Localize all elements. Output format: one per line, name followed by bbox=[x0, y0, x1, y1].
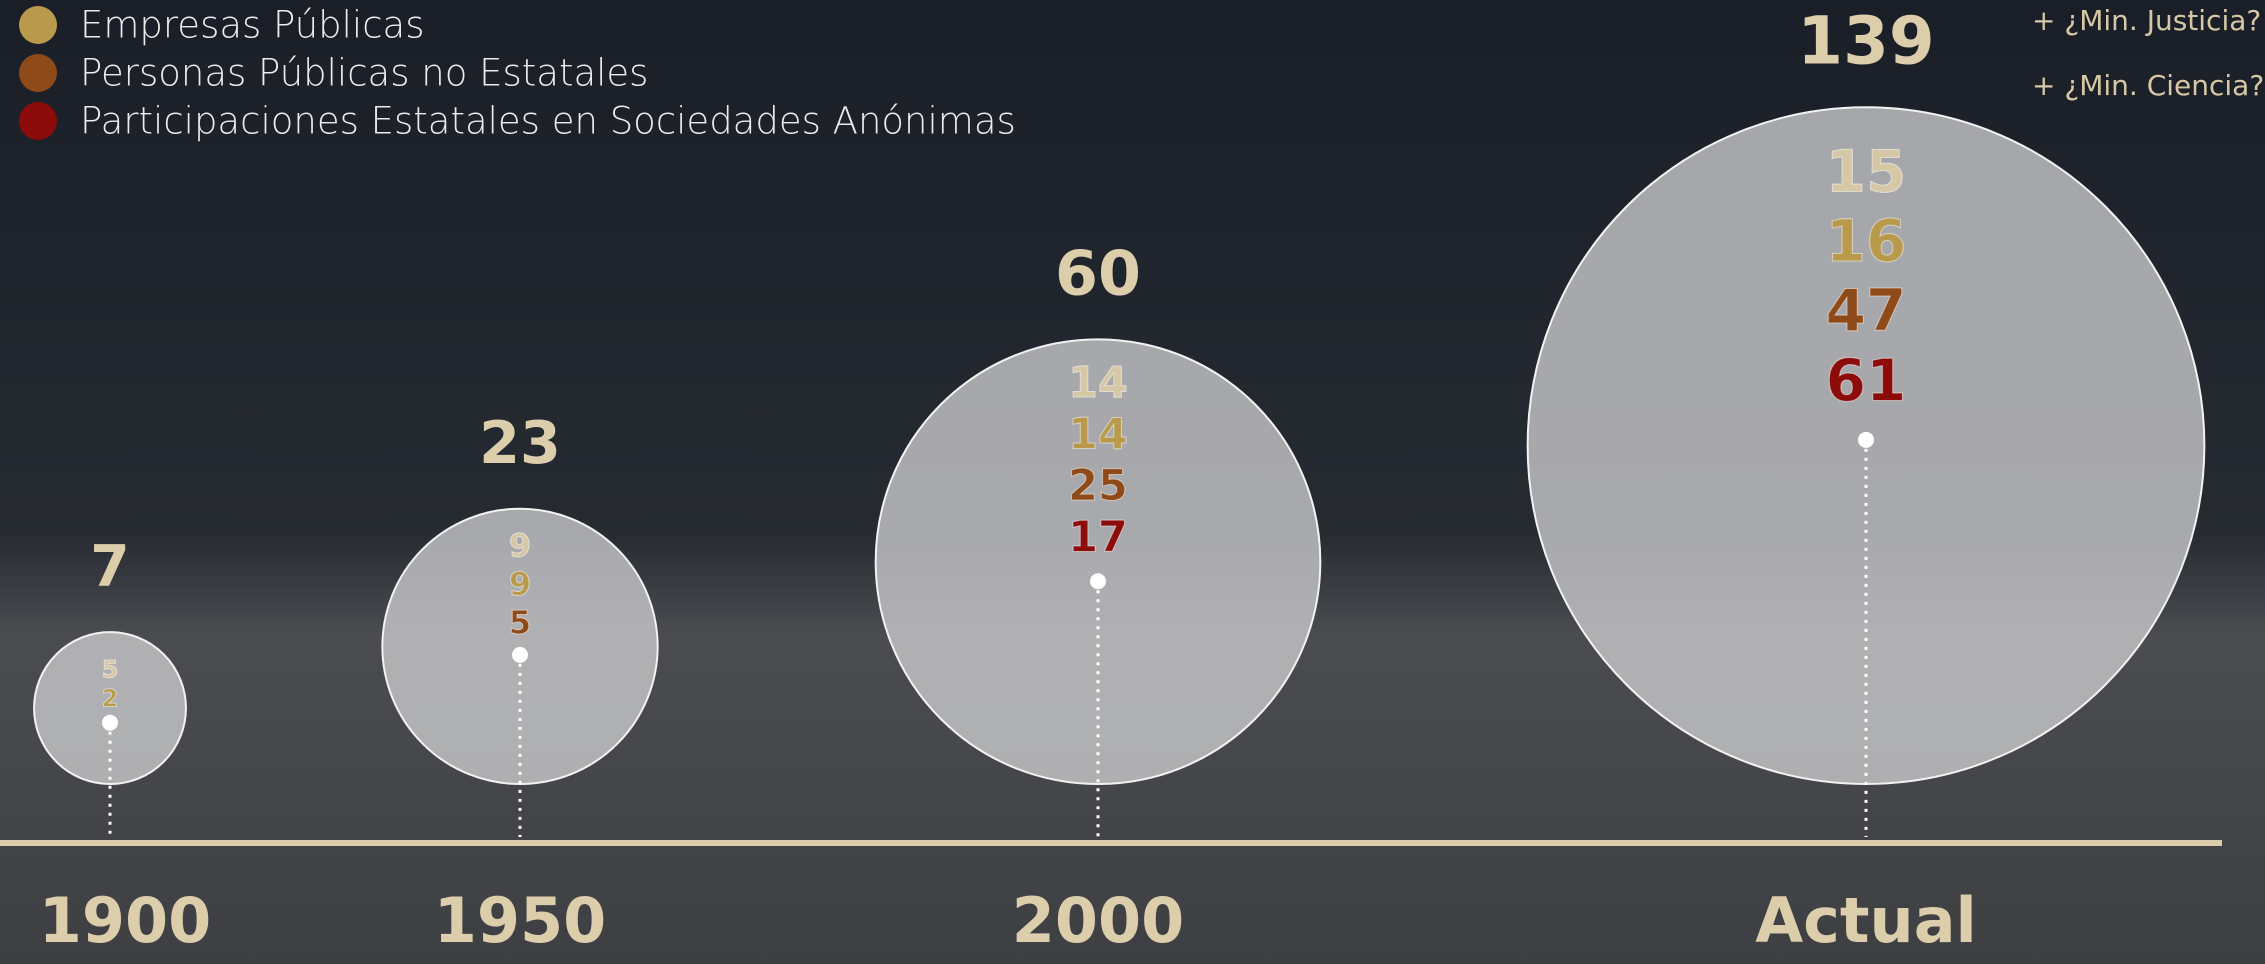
bubble-value: 9 bbox=[509, 527, 531, 565]
legend-label: Empresas Públicas bbox=[80, 4, 425, 47]
category-label: 1900 bbox=[39, 884, 212, 957]
category-label: 1950 bbox=[434, 884, 607, 957]
legend-swatch bbox=[19, 102, 57, 140]
legend-label: Personas Públicas no Estatales bbox=[80, 52, 648, 95]
category-label: Actual bbox=[1755, 884, 1977, 957]
stem-dot bbox=[102, 714, 118, 731]
bubble-value: 25 bbox=[1068, 461, 1128, 511]
bubble-value: 5 bbox=[102, 656, 119, 684]
stem-dot bbox=[512, 646, 528, 663]
bubble-value: 14 bbox=[1068, 358, 1128, 408]
bubble-value: 2 bbox=[102, 684, 119, 712]
bubble-total: 139 bbox=[1797, 2, 1934, 79]
annotation: + ¿Min. Ciencia? bbox=[2032, 69, 2264, 102]
bubble bbox=[381, 507, 659, 785]
category-label: 2000 bbox=[1012, 884, 1185, 957]
bubble bbox=[33, 631, 187, 786]
bubble-value: 14 bbox=[1068, 410, 1128, 460]
bubble-total: 23 bbox=[479, 408, 561, 477]
bubble-total: 60 bbox=[1055, 237, 1141, 309]
stem-dot bbox=[1090, 573, 1106, 590]
bubble-value: 5 bbox=[509, 603, 531, 641]
bubble-value: 47 bbox=[1826, 277, 1907, 345]
bubble-value: 16 bbox=[1826, 207, 1907, 275]
bubble-value: 15 bbox=[1826, 138, 1907, 206]
bubble-value: 61 bbox=[1826, 346, 1907, 414]
annotation: + ¿Min. Justicia? bbox=[2032, 4, 2261, 37]
legend-swatch bbox=[19, 6, 57, 44]
bubble-total: 7 bbox=[90, 534, 129, 600]
legend-swatch bbox=[19, 54, 57, 92]
stem-dot bbox=[1858, 431, 1874, 448]
bubble-value: 17 bbox=[1068, 513, 1128, 563]
bubble-value: 9 bbox=[509, 565, 531, 603]
bubble bbox=[874, 338, 1322, 785]
legend-label: Participaciones Estatales en Sociedades … bbox=[80, 100, 1016, 143]
